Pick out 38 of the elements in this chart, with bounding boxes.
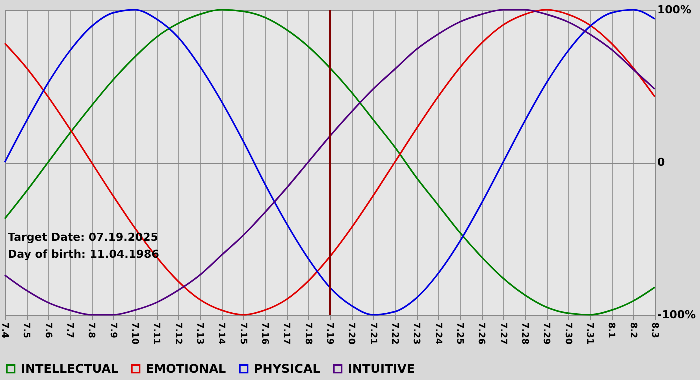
x-tick-label: 7.8 [86, 322, 96, 338]
x-tick-label: 7.12 [172, 322, 183, 345]
x-tick-label: 7.30 [562, 322, 573, 345]
x-tick-label: 7.13 [194, 322, 204, 345]
x-tick-label: 7.26 [476, 322, 486, 345]
x-tick-label: 7.9 [108, 322, 118, 338]
x-tick-label: 7.7 [64, 322, 74, 338]
x-tick-label: 8.3 [650, 322, 660, 338]
x-tick-label: 7.14 [216, 322, 226, 345]
x-tick-label: 7.27 [498, 322, 508, 345]
x-tick-label: 7.29 [541, 322, 552, 345]
x-tick-label: 7.5 [21, 322, 32, 338]
x-tick-label: 8.1 [606, 322, 616, 338]
legend-label: EMOTIONAL [146, 362, 227, 376]
x-tick-label: 7.31 [584, 322, 594, 345]
x-tick-label: 7.21 [368, 322, 378, 345]
x-tick-label: 7.15 [238, 322, 248, 345]
legend-label: INTUITIVE [348, 362, 416, 376]
x-tick-label: 7.20 [346, 322, 356, 345]
x-tick-label: 8.2 [628, 322, 638, 338]
legend-label: PHYSICAL [254, 362, 321, 376]
y-tick-label: 0 [658, 156, 666, 169]
x-tick-label: 7.19 [324, 322, 334, 345]
y-tick-label: -100% [658, 308, 696, 322]
x-tick-label: 7.24 [432, 322, 443, 345]
x-tick-label: 7.25 [454, 322, 464, 345]
x-tick-label: 7.22 [390, 322, 400, 345]
x-tick-label: 7.28 [520, 322, 530, 345]
y-tick-label: 100% [658, 4, 692, 16]
x-tick-label: 7.16 [260, 322, 270, 345]
x-tick-label: 7.17 [281, 322, 292, 345]
x-tick-label: 7.18 [302, 322, 313, 345]
x-tick-label: 7.23 [411, 322, 422, 345]
x-tick-label: 7.10 [130, 322, 140, 345]
legend-label: INTELLECTUAL [21, 362, 120, 376]
x-tick-label: 7.11 [151, 322, 162, 345]
x-tick-label: 7.6 [42, 322, 53, 338]
x-tick-label: 7.4 [0, 322, 10, 338]
